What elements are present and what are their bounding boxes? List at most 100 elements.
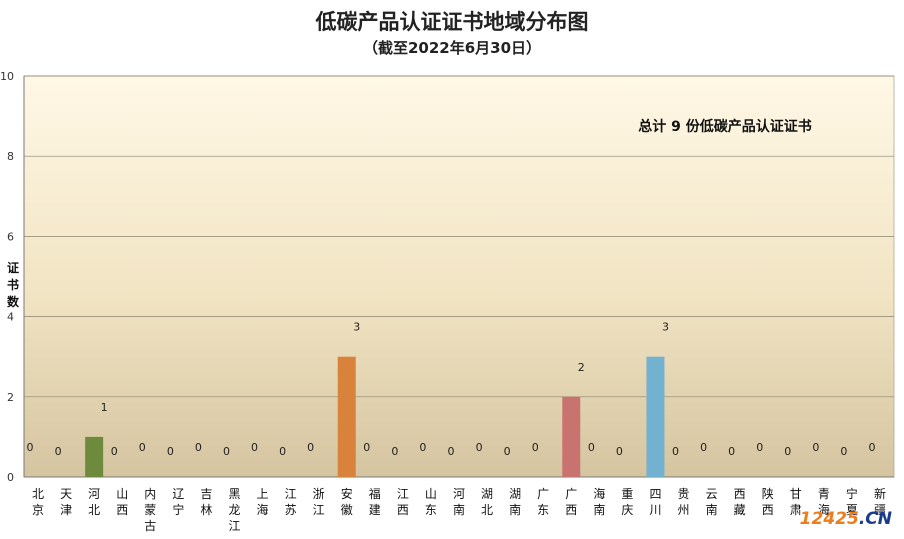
data-labels: 0 0 1 0 0 0 0 0 0 0 0 3 0 0 0 0 0 0 0 2 0 0 3 0 0 0 0 0 0 0 0 — [27, 321, 876, 458]
x-tick-char: 江 — [313, 503, 325, 517]
data-label: 3 — [662, 321, 669, 334]
x-tick-char: 湖 — [509, 486, 521, 501]
x-tick-char: 陕 — [762, 486, 774, 501]
data-label: 0 — [251, 441, 258, 454]
data-label: 0 — [616, 445, 623, 458]
x-tick-char: 新 — [874, 486, 886, 501]
x-tick-label: 天津 — [60, 487, 72, 517]
x-tick-char: 徽 — [341, 502, 353, 517]
data-label: 0 — [139, 441, 146, 454]
x-tick-char: 南 — [453, 502, 465, 517]
x-tick-char: 州 — [678, 503, 690, 517]
x-tick-char: 南 — [593, 502, 605, 517]
x-tick-char: 南 — [509, 502, 521, 517]
x-tick-label: 辽宁 — [172, 487, 184, 517]
x-tick-char: 西 — [762, 503, 774, 517]
data-label: 2 — [578, 361, 585, 374]
chart-subtitle: （截至2022年6月30日） — [362, 39, 542, 57]
x-tick-label: 青海 — [818, 487, 830, 517]
x-tick-char: 蒙 — [144, 503, 156, 517]
y-tick-label: 0 — [7, 471, 14, 484]
data-label: 0 — [812, 441, 819, 454]
x-tick-char: 四 — [649, 487, 661, 501]
x-tick-label: 内蒙古 — [144, 487, 156, 533]
data-label: 0 — [700, 441, 707, 454]
watermark-brand: 12425 — [799, 509, 859, 529]
plot-area — [23, 75, 895, 478]
x-tick-char: 海 — [257, 502, 269, 517]
total-annotation: 总计 9 份低碳产品认证证书 — [638, 118, 812, 135]
x-tick-char: 川 — [649, 503, 661, 517]
data-label: 0 — [784, 445, 791, 458]
x-tick-label: 宁夏 — [846, 486, 858, 517]
x-tick-label: 重庆 — [621, 487, 633, 517]
data-label: 0 — [195, 441, 202, 454]
x-tick-char: 甘 — [790, 487, 802, 501]
data-label: 0 — [279, 445, 286, 458]
x-tick-char: 黑 — [228, 487, 240, 501]
bar — [562, 396, 581, 477]
bar — [337, 356, 356, 477]
watermark-domain: .CN — [858, 509, 892, 529]
x-tick-char: 浙 — [313, 487, 325, 501]
x-tick-char: 夏 — [846, 503, 858, 517]
bar — [646, 356, 665, 477]
data-label: 0 — [307, 441, 314, 454]
x-tick-char: 津 — [60, 503, 72, 517]
x-tick-label: 湖南 — [509, 486, 521, 517]
y-tick-label: 6 — [7, 230, 14, 243]
x-tick-char: 庆 — [621, 503, 633, 517]
bars — [85, 356, 665, 477]
x-tick-label: 北京 — [32, 487, 44, 517]
x-tick-char: 广 — [537, 487, 549, 501]
x-tick-label: 江西 — [397, 487, 409, 517]
chart-title: 低碳产品认证证书地域分布图 — [315, 9, 589, 34]
x-tick-char: 内 — [144, 487, 156, 501]
data-label: 0 — [111, 445, 118, 458]
x-tick-char: 辽 — [172, 487, 184, 501]
y-tick-label: 8 — [7, 150, 14, 163]
x-tick-char: 苏 — [285, 503, 297, 517]
x-tick-label: 江苏 — [285, 487, 297, 517]
x-tick-label: 四川 — [649, 487, 661, 517]
x-tick-char: 广 — [565, 487, 577, 501]
x-tick-char: 疆 — [874, 503, 886, 517]
category-labels: 北京天津河北山西内蒙古辽宁吉林黑龙江上海江苏浙江安徽福建江西山东河南湖北湖南广东… — [32, 486, 886, 533]
x-tick-char: 海 — [818, 502, 830, 517]
x-tick-label: 黑龙江 — [228, 487, 240, 533]
data-label: 0 — [728, 445, 735, 458]
x-tick-label: 福建 — [369, 486, 381, 517]
data-label: 0 — [391, 445, 398, 458]
x-tick-char: 北 — [32, 487, 44, 501]
x-tick-char: 林 — [200, 503, 212, 517]
data-label: 0 — [167, 445, 174, 458]
gridlines — [24, 75, 894, 398]
x-tick-char: 古 — [144, 518, 156, 533]
x-tick-char: 建 — [369, 503, 381, 517]
y-axis-title-char: 书 — [7, 277, 19, 292]
x-tick-label: 广东 — [537, 487, 549, 517]
y-axis-title: 证书数 — [7, 261, 20, 309]
x-tick-char: 北 — [88, 503, 100, 517]
x-tick-char: 南 — [706, 502, 718, 517]
data-label: 0 — [55, 445, 62, 458]
x-tick-label: 安徽 — [341, 486, 353, 517]
x-tick-label: 河北 — [88, 487, 100, 517]
x-tick-char: 天 — [60, 487, 72, 501]
x-tick-char: 湖 — [481, 486, 493, 501]
x-tick-label: 山东 — [425, 487, 437, 517]
data-label: 0 — [868, 441, 875, 454]
data-label: 0 — [672, 445, 679, 458]
data-label: 3 — [353, 321, 360, 334]
x-tick-char: 重 — [621, 487, 633, 501]
x-tick-label: 山西 — [116, 487, 128, 517]
x-tick-char: 海 — [593, 486, 605, 501]
x-tick-label: 浙江 — [313, 487, 325, 517]
x-tick-char: 山 — [425, 487, 437, 501]
x-tick-char: 河 — [453, 487, 465, 501]
x-tick-char: 吉 — [200, 487, 212, 501]
x-tick-char: 青 — [818, 487, 830, 501]
x-tick-char: 河 — [88, 487, 100, 501]
